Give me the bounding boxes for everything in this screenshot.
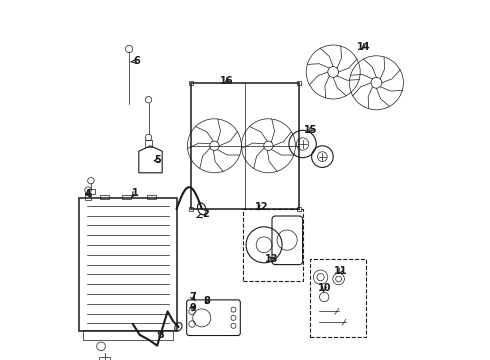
Bar [310,259,366,337]
Text: 12: 12 [254,202,268,212]
Bar [189,81,193,85]
Text: 6: 6 [131,56,140,66]
Text: 8: 8 [204,296,211,306]
Text: 13: 13 [265,254,279,264]
Text: 16: 16 [220,76,234,86]
Bar [122,195,130,199]
Bar [145,140,152,147]
Text: 7: 7 [190,292,196,302]
Text: 2: 2 [196,209,209,219]
Bar [87,189,95,194]
Text: 14: 14 [357,42,370,52]
Text: 9: 9 [190,303,196,313]
Text: 4: 4 [85,189,92,199]
Bar [243,209,303,281]
Bar [99,357,110,360]
Circle shape [97,342,105,351]
Bar [297,81,301,85]
Bar [100,195,109,199]
Bar [85,193,91,200]
Bar [189,207,193,211]
Text: 1: 1 [132,188,139,198]
Bar [83,330,173,340]
Bar [191,83,299,209]
Text: 5: 5 [154,155,161,165]
Text: 15: 15 [304,125,317,135]
Bar [297,207,301,211]
Bar [147,195,156,199]
Bar [79,198,176,331]
Text: 3: 3 [157,330,164,340]
Text: 11: 11 [334,266,347,276]
Text: 10: 10 [318,283,331,293]
